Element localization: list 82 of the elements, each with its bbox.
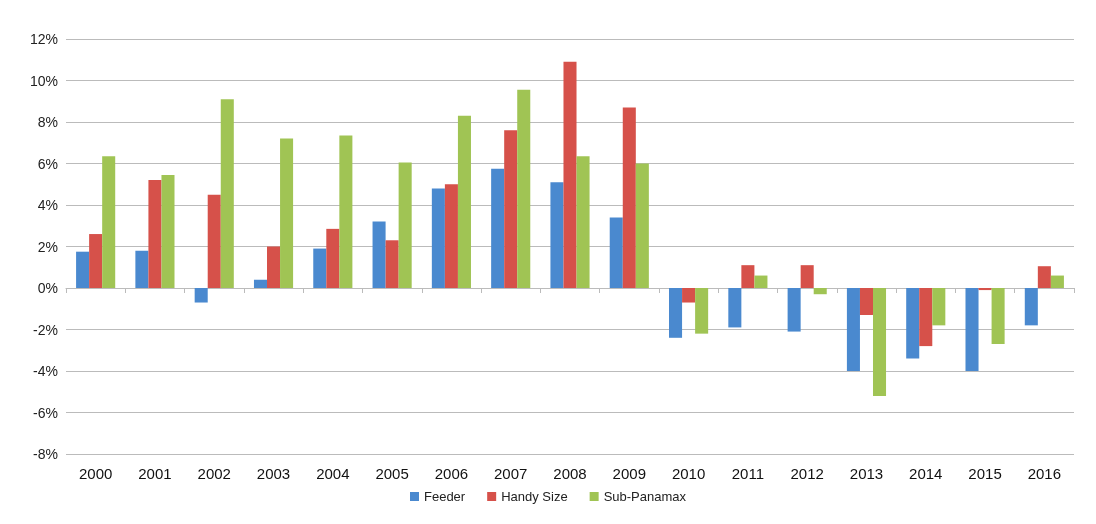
bar	[932, 288, 946, 326]
bar	[695, 288, 709, 334]
x-tick-label: 2011	[731, 465, 765, 482]
y-tick-label: 0%	[37, 280, 58, 296]
bar	[622, 107, 636, 288]
bar	[919, 288, 933, 347]
y-tick-label: 6%	[37, 155, 58, 172]
bar	[991, 288, 1005, 345]
bar	[965, 288, 979, 371]
y-tick-label: -2%	[33, 321, 58, 338]
y-tick-label: 8%	[37, 114, 58, 130]
bar	[207, 194, 221, 288]
x-tick-label: 2003	[256, 465, 291, 482]
bar	[89, 234, 103, 288]
bar	[102, 156, 116, 288]
y-tick-label: 12%	[29, 31, 58, 47]
bar	[800, 265, 814, 288]
y-tick-label: 4%	[37, 197, 58, 213]
bar	[444, 184, 458, 288]
bar	[563, 61, 577, 288]
x-tick-label: 2015	[968, 465, 1002, 482]
bar	[846, 288, 860, 371]
x-tick-label: 2012	[790, 465, 824, 482]
legend-label: Sub-Panamax	[603, 489, 687, 504]
x-tick-label: 2013	[849, 465, 884, 482]
bar	[431, 188, 445, 288]
bar	[550, 182, 564, 288]
y-tick-label: 2%	[37, 238, 58, 255]
bar	[491, 168, 505, 288]
bar	[76, 251, 90, 288]
x-tick-label: 2007	[494, 465, 528, 482]
bar	[906, 288, 920, 359]
bar	[339, 135, 353, 288]
bar	[267, 246, 281, 288]
bar	[398, 162, 412, 288]
bar	[313, 248, 327, 288]
legend-label: Handy Size	[501, 489, 568, 504]
y-tick-label: 10%	[29, 72, 58, 89]
bar	[280, 138, 294, 288]
bar	[1024, 288, 1038, 326]
y-tick-label: -8%	[33, 446, 58, 462]
x-tick-label: 2010	[671, 465, 706, 482]
x-tick-label: 2001	[138, 465, 172, 482]
x-tick-label: 2006	[434, 465, 469, 482]
bar	[741, 265, 755, 288]
x-tick-label: 2009	[612, 465, 646, 482]
bar	[135, 250, 149, 288]
x-tick-label: 2005	[375, 465, 409, 482]
bar	[576, 156, 590, 288]
legend-label: Feeder	[423, 489, 466, 504]
bar	[609, 217, 623, 288]
bar	[194, 288, 208, 303]
bar	[682, 288, 696, 303]
bar	[220, 99, 234, 288]
bar	[326, 228, 340, 288]
bar	[635, 163, 649, 288]
bar	[1050, 275, 1064, 288]
bar	[669, 288, 683, 338]
bar	[161, 174, 175, 288]
bar	[754, 275, 768, 288]
bar	[148, 180, 162, 288]
bar	[517, 89, 531, 288]
bar	[372, 221, 386, 288]
bar	[859, 288, 873, 315]
bar	[728, 288, 742, 328]
x-tick-label: 2004	[316, 465, 350, 482]
y-tick-label: -4%	[33, 363, 58, 379]
bar	[457, 115, 471, 288]
x-tick-label: 2008	[553, 465, 587, 482]
bar	[504, 130, 518, 288]
bar	[385, 240, 399, 288]
x-tick-label: 2000	[78, 465, 113, 482]
x-tick-label: 2016	[1027, 465, 1062, 482]
bar	[787, 288, 801, 332]
y-tick-label: -6%	[33, 404, 58, 421]
x-tick-label: 2002	[197, 465, 231, 482]
bar	[978, 288, 992, 291]
bar	[1037, 266, 1051, 288]
bar	[872, 288, 887, 396]
bar	[253, 279, 268, 288]
x-tick-label: 2014	[909, 465, 943, 482]
bar	[813, 288, 827, 295]
